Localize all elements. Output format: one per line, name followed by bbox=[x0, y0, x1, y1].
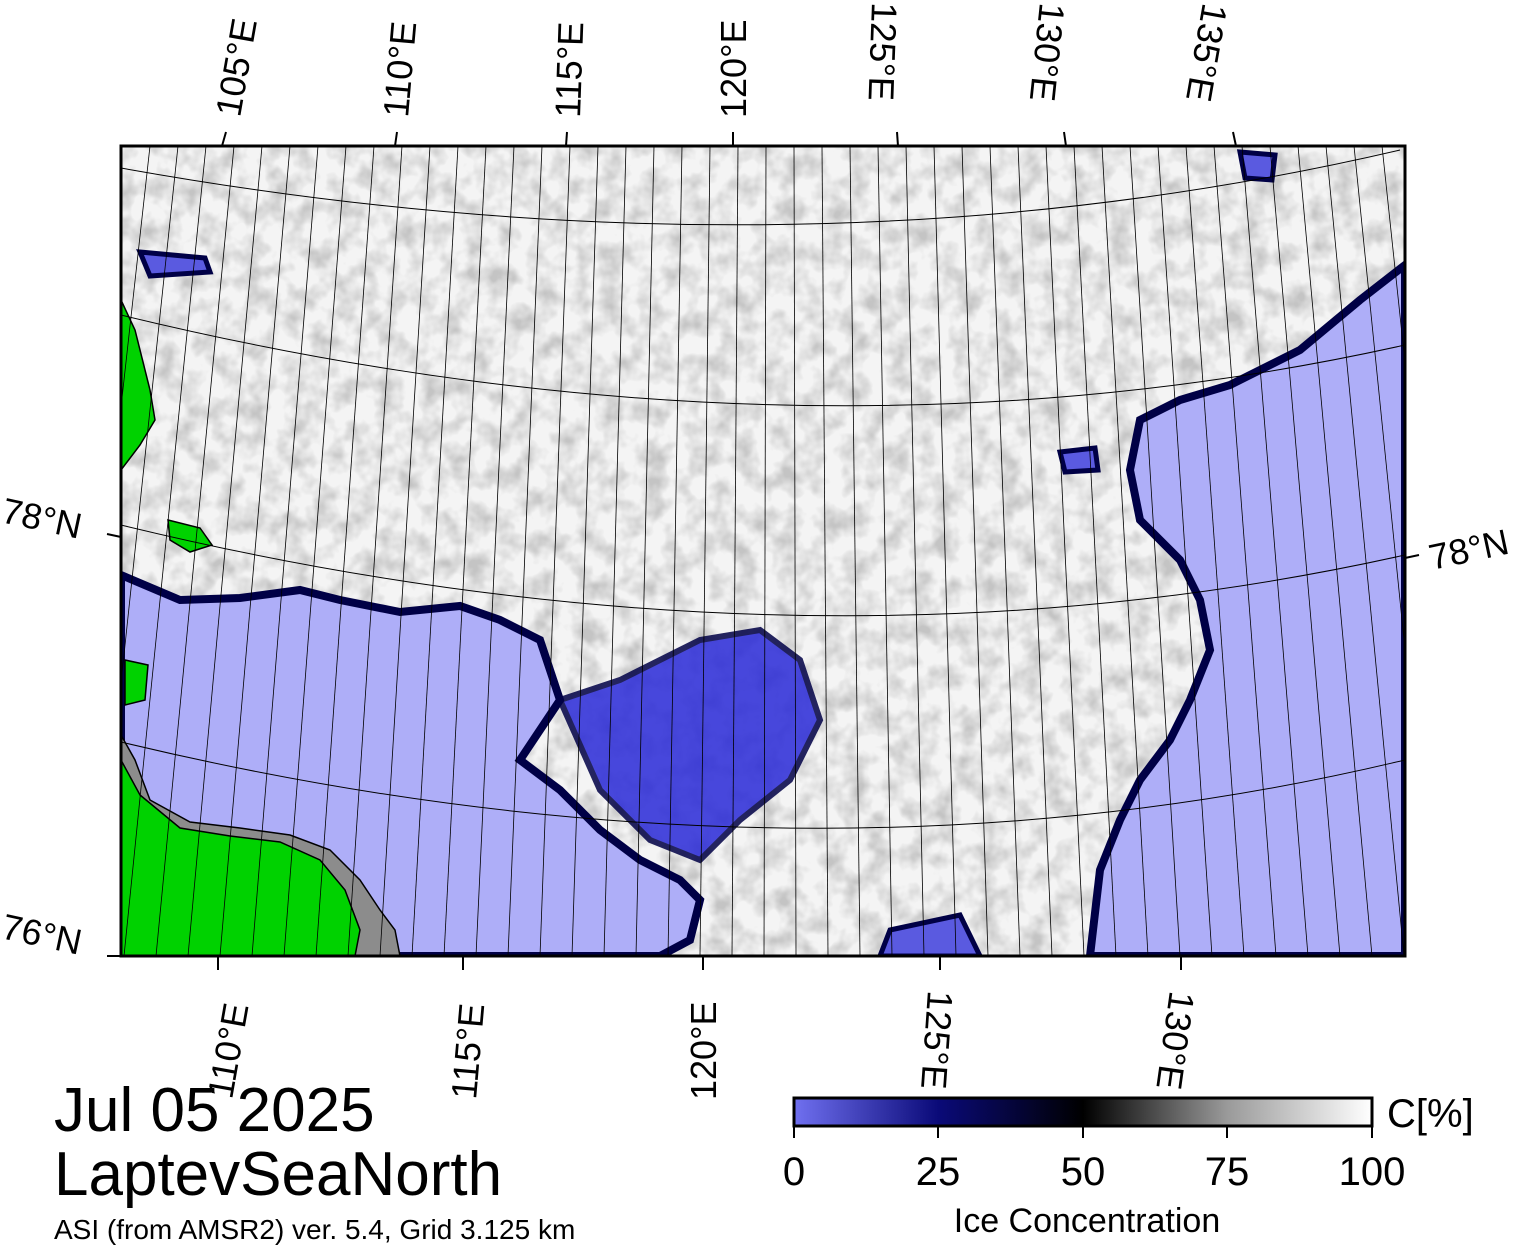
land-taymyr-green bbox=[121, 759, 361, 956]
meridian-line bbox=[219, 146, 291, 956]
meridian-line bbox=[699, 146, 711, 956]
meridian-line bbox=[475, 146, 515, 956]
meridian-line bbox=[933, 146, 957, 956]
top-lon-label: 115°E bbox=[547, 21, 591, 118]
top-lon-label: 135°E bbox=[1178, 1, 1235, 105]
land-severnaya-zemlya bbox=[121, 299, 156, 472]
meridian-line bbox=[821, 146, 829, 956]
meridian-line bbox=[121, 146, 151, 411]
left-lat-label: 76°N bbox=[0, 906, 86, 963]
meridian-line bbox=[1213, 146, 1277, 956]
meridian-line bbox=[877, 146, 893, 956]
open-water-east bbox=[1085, 259, 1405, 956]
source-caption: ASI (from AMSR2) ver. 5.4, Grid 3.125 km bbox=[54, 1214, 576, 1245]
meridian-line bbox=[283, 146, 347, 956]
map-area bbox=[121, 146, 1405, 956]
colorbar-tick-label: 100 bbox=[1338, 1150, 1406, 1194]
graticule-parallels bbox=[121, 149, 1405, 829]
colorbar-unit: C[%] bbox=[1387, 1092, 1474, 1136]
open-water-patch bbox=[555, 626, 824, 864]
meridian-line bbox=[315, 146, 375, 956]
meridian-line bbox=[763, 146, 767, 956]
open-water-patch bbox=[1236, 149, 1278, 183]
meridian-line bbox=[347, 146, 403, 956]
colorbar bbox=[792, 1096, 1374, 1128]
top-lon-label: 130°E bbox=[1022, 1, 1073, 103]
meridian-line bbox=[849, 146, 861, 956]
meridian-line bbox=[905, 146, 925, 956]
open-water-patch bbox=[136, 249, 214, 279]
meridian-line bbox=[603, 146, 627, 956]
meridian-line bbox=[1185, 146, 1245, 956]
colorbar-tick-label: 0 bbox=[782, 1150, 806, 1194]
bottom-lon-label: 115°E bbox=[443, 1002, 492, 1101]
meridian-line bbox=[571, 146, 599, 956]
meridian-line bbox=[1073, 146, 1117, 956]
meridian-line bbox=[379, 146, 431, 956]
meridian-line bbox=[989, 146, 1021, 956]
meridian-line bbox=[1045, 146, 1085, 956]
meridian-line bbox=[635, 146, 655, 956]
meridian-line bbox=[1297, 146, 1373, 956]
bottom-lon-label: 125°E bbox=[913, 989, 961, 1090]
graticule-meridians bbox=[121, 146, 1405, 956]
tick-marks bbox=[106, 131, 1420, 970]
bottom-lon-label: 120°E bbox=[683, 1002, 724, 1100]
meridian-line bbox=[155, 146, 235, 956]
colorbar-tick-label: 25 bbox=[915, 1150, 961, 1194]
region-title: LaptevSeaNorth bbox=[54, 1140, 503, 1209]
colorbar-ticks bbox=[793, 1126, 1373, 1138]
meridian-line bbox=[731, 146, 739, 956]
meridian-line bbox=[123, 146, 207, 956]
top-lon-label: 110°E bbox=[375, 20, 424, 119]
meridian-line bbox=[1241, 146, 1309, 956]
meridian-line bbox=[1157, 146, 1213, 956]
map-frame bbox=[119, 144, 1407, 958]
meridian-line bbox=[507, 146, 543, 956]
meridian-line bbox=[187, 146, 263, 956]
colorbar-title: Ice Concentration bbox=[953, 1202, 1221, 1240]
left-lat-label: 78°N bbox=[0, 490, 86, 547]
meridian-line bbox=[1017, 146, 1053, 956]
colorbar-tick-label: 75 bbox=[1204, 1150, 1250, 1194]
meridian-line bbox=[251, 146, 319, 956]
meridian-line bbox=[961, 146, 989, 956]
open-water-patch bbox=[1056, 445, 1101, 475]
top-lon-label: 105°E bbox=[208, 15, 265, 119]
meridian-line bbox=[121, 146, 179, 687]
meridian-line bbox=[1101, 146, 1149, 956]
date-title: Jul 05 2025 bbox=[54, 1076, 375, 1145]
top-lon-label: 125°E bbox=[861, 2, 905, 102]
meridian-line bbox=[1381, 146, 1405, 367]
meridian-line bbox=[1325, 146, 1405, 956]
land-island bbox=[124, 659, 149, 706]
right-lat-label: 78°N bbox=[1425, 521, 1512, 578]
colorbar-tick-label: 50 bbox=[1060, 1150, 1106, 1194]
bottom-lon-label: 130°E bbox=[1148, 989, 1202, 1092]
meridian-line bbox=[443, 146, 487, 956]
meridian-line bbox=[667, 146, 683, 956]
top-lon-label: 120°E bbox=[713, 20, 754, 118]
meridian-line bbox=[1353, 146, 1405, 654]
meridian-line bbox=[793, 146, 797, 956]
meridian-line bbox=[539, 146, 571, 956]
meridian-line bbox=[411, 146, 459, 956]
meridian-line bbox=[1129, 146, 1181, 956]
meridian-line bbox=[1269, 146, 1341, 956]
